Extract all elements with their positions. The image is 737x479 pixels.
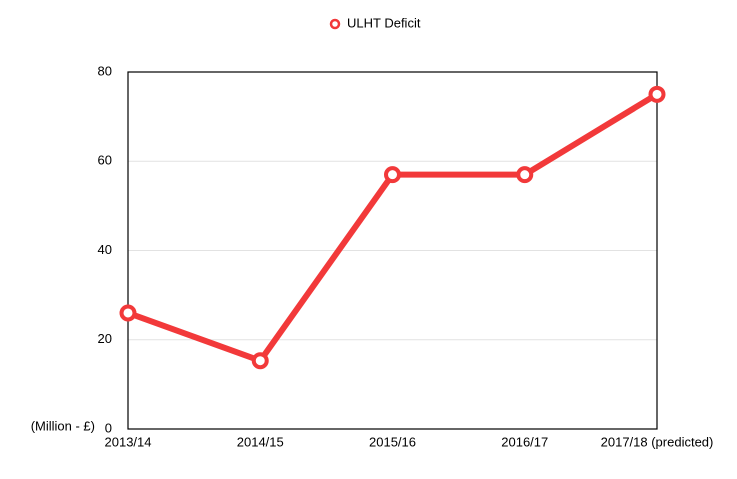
data-point	[119, 304, 137, 322]
y-axis-label: (Million - £)	[31, 418, 95, 433]
x-tick-label: 2017/18 (predicted)	[601, 434, 714, 449]
y-tick-label: 40	[98, 242, 112, 257]
y-tick-label: 20	[98, 331, 112, 346]
data-point	[251, 352, 269, 370]
data-point	[648, 85, 666, 103]
y-tick-label: 0	[105, 420, 112, 435]
x-tick-label: 2013/14	[105, 434, 152, 449]
y-tick-label: 80	[98, 63, 112, 78]
plot-frame	[127, 71, 658, 430]
x-tick-label: 2014/15	[237, 434, 284, 449]
legend-marker	[329, 18, 341, 30]
y-tick-label: 60	[98, 153, 112, 168]
data-point	[516, 166, 534, 184]
x-tick-label: 2016/17	[501, 434, 548, 449]
data-line	[126, 91, 659, 364]
x-tick-label: 2015/16	[369, 434, 416, 449]
legend-label: ULHT Deficit	[347, 15, 421, 30]
data-point	[384, 166, 401, 184]
